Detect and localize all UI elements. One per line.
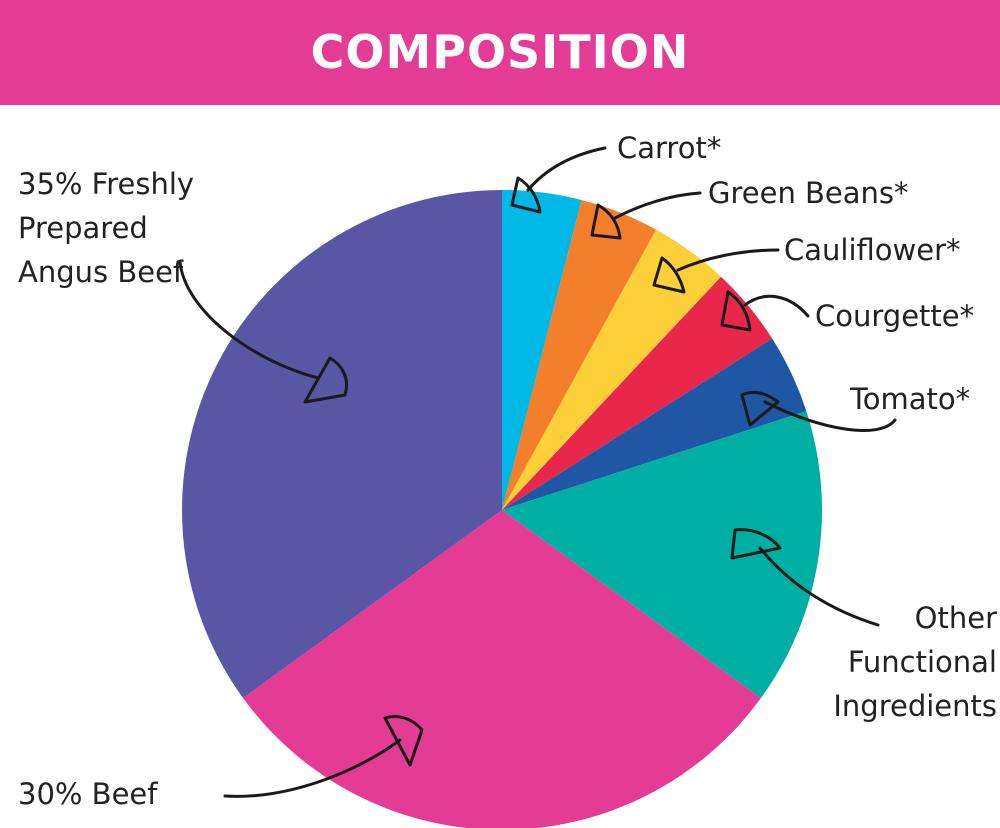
pie-slice [502, 276, 773, 510]
arrowhead [510, 176, 542, 214]
arrowhead [730, 528, 782, 560]
pie-slice [502, 190, 582, 510]
arrow [613, 191, 702, 220]
slice-label: Other Functional Ingredients [833, 601, 997, 723]
pie-slice [502, 200, 657, 510]
arrows [178, 146, 897, 798]
pie-slice [502, 411, 822, 699]
arrowhead [652, 256, 686, 294]
slice-label: 35% Freshly Prepared Angus Beef [18, 167, 195, 289]
pie-slice [243, 510, 761, 828]
title-banner [0, 0, 1000, 105]
chart-title: COMPOSITION [310, 25, 690, 79]
arrow [526, 146, 607, 192]
arrowhead [383, 715, 424, 767]
arrowhead [740, 390, 780, 427]
pie-slice [181, 190, 502, 699]
arrow [763, 400, 897, 432]
arrow [758, 546, 880, 627]
arrow [223, 738, 402, 798]
arrowhead [303, 356, 348, 404]
slice-label: Carrot* [617, 131, 722, 165]
slice-label: Cauliflower* [784, 233, 961, 267]
arrow [743, 295, 810, 318]
slice-label: Tomato* [850, 382, 971, 416]
arrow [178, 260, 320, 380]
slice-label: 30% Beef [18, 777, 158, 811]
pie-slice [502, 229, 722, 511]
arrowhead [590, 203, 622, 240]
pie-slice [502, 338, 807, 510]
slice-label: Courgette* [815, 299, 975, 333]
slice-label: Green Beans* [708, 176, 909, 210]
arrow [676, 248, 780, 272]
arrowhead [720, 290, 752, 332]
